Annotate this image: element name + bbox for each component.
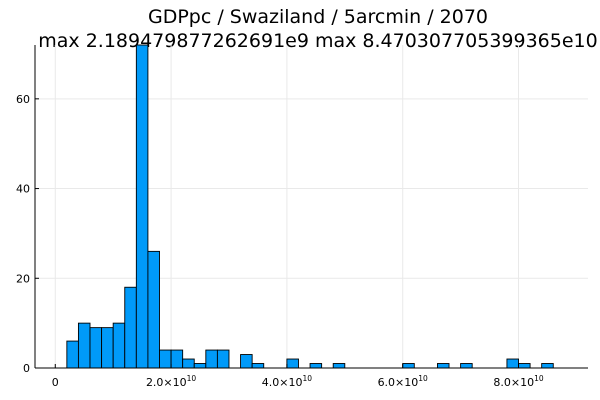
histogram-bar [506,358,519,369]
histogram-bar [77,322,91,369]
histogram-bar [251,363,265,369]
x-tick-label: 0 [52,376,59,389]
x-tick-exponent: 10 [534,374,544,383]
chart-title: GDPpc / Swaziland / 5arcmin / 2070 [148,6,488,28]
histogram-bar [182,358,195,369]
histogram-bar [205,349,218,369]
axes [34,45,588,369]
x-tick-mantissa: 0 [52,376,59,389]
histogram-bars [66,44,554,369]
histogram-bar [147,250,160,369]
x-tick-mantissa: 4.0×10 [262,376,303,389]
y-tick-label: 60 [16,93,30,106]
histogram-bar [286,358,299,369]
histogram-bar [66,340,79,369]
histogram-bar [135,44,149,369]
histogram-bar [309,363,323,369]
x-tick-label: 2.0×1010 [146,374,196,389]
histogram-bar [170,349,184,369]
histogram-bar [193,363,207,369]
x-tick-mantissa: 8.0×10 [493,376,534,389]
histogram-bar [402,363,415,369]
histogram-bar [240,354,253,369]
histogram-bar [112,322,126,369]
y-tick-label: 0 [23,362,30,375]
histogram-bar [216,349,230,369]
x-tick-mantissa: 2.0×10 [146,376,187,389]
chart-subtitle: max 2.189479877262691e9 max 8.4703077053… [38,30,597,52]
histogram-bar [518,363,531,369]
x-tick-exponent: 10 [302,374,312,383]
histogram-bar [541,363,554,369]
histogram-bar [101,327,114,369]
histogram-bar [436,363,450,369]
x-tick-exponent: 10 [418,374,428,383]
y-tick-label: 20 [16,272,30,285]
x-tick-mantissa: 6.0×10 [378,376,419,389]
histogram-bar [159,349,172,369]
x-tick-label: 6.0×1010 [378,374,428,389]
histogram-bar [332,363,346,369]
histogram-bar [89,327,103,369]
grid-lines [35,45,588,369]
histogram-bar [124,286,137,369]
x-tick-label: 8.0×1010 [493,374,543,389]
x-tick-exponent: 10 [187,374,197,383]
x-tick-label: 4.0×1010 [262,374,312,389]
histogram-bar [460,363,473,369]
y-tick-label: 40 [16,183,30,196]
